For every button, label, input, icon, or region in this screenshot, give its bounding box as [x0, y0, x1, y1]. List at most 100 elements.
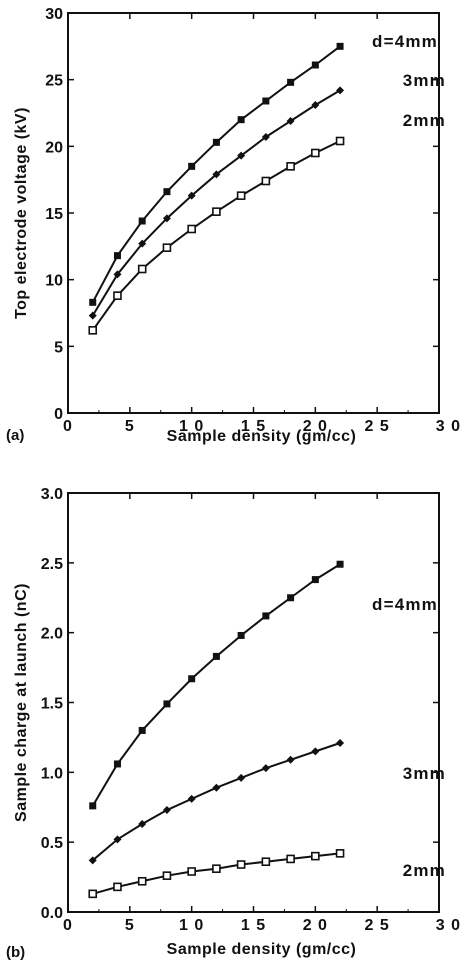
y-tick-label: 2.5 [41, 556, 63, 573]
data-point [138, 726, 146, 734]
series-label: d=4mm [372, 595, 438, 614]
data-point [311, 851, 320, 861]
data-point [188, 162, 196, 170]
x-tick-label: 1 0 [179, 917, 204, 934]
data-point [311, 101, 320, 109]
series-label: 3mm [403, 764, 446, 783]
data-point [286, 117, 295, 125]
data-point [287, 594, 295, 602]
data-point [311, 576, 319, 584]
data-point [212, 652, 220, 660]
data-point [113, 760, 121, 768]
data-point [113, 835, 122, 844]
x-tick-label: 0 [63, 418, 73, 435]
y-tick-label: 1.0 [41, 765, 63, 782]
x-axis-label: Sample density (gm/cc) [167, 941, 357, 958]
series-label: 2mm [403, 111, 446, 130]
y-tick-label: 30 [45, 6, 63, 23]
data-point [287, 78, 295, 86]
y-tick-label: 0.0 [41, 905, 63, 922]
data-point [336, 42, 344, 50]
data-point [137, 264, 147, 274]
x-tick-label: 2 0 [303, 418, 328, 435]
data-point [212, 138, 220, 146]
data-point [88, 856, 97, 865]
y-tick-label: 15 [45, 206, 63, 223]
x-tick-label: 3 0 [436, 418, 461, 435]
data-point [236, 860, 246, 869]
series-line [91, 563, 341, 807]
data-point [286, 854, 295, 864]
data-point [261, 764, 270, 773]
y-tick-label: 10 [45, 273, 63, 290]
x-tick-label: 1 0 [179, 418, 204, 435]
data-point [335, 136, 345, 146]
series-label: 3mm [403, 71, 446, 90]
data-point [187, 867, 196, 876]
x-tick-label: 5 [125, 418, 135, 435]
y-tick-label: 2.0 [41, 626, 63, 643]
x-tick-label: 2 5 [365, 917, 390, 934]
data-point [286, 755, 295, 764]
plot-frame [67, 12, 440, 414]
data-point [113, 882, 122, 892]
data-point [237, 151, 246, 160]
data-point [311, 747, 320, 756]
data-point [237, 116, 245, 124]
x-tick-label: 1 5 [241, 917, 266, 934]
data-point [138, 239, 147, 248]
data-point [286, 162, 295, 171]
data-point [163, 188, 171, 196]
x-tick-label: 1 5 [241, 418, 266, 435]
data-point [237, 773, 246, 782]
panel-label: (b) [6, 944, 25, 961]
x-tick-label: 0 [63, 917, 73, 934]
series-line [92, 852, 341, 895]
y-tick-label: 0 [54, 406, 63, 423]
data-point [88, 311, 97, 320]
data-point [88, 889, 98, 899]
data-point [212, 864, 221, 874]
data-point [212, 170, 221, 179]
y-axis-label: Top electrode voltage (kV) [13, 107, 30, 319]
data-point [162, 243, 172, 252]
data-point [335, 849, 345, 858]
y-tick-label: 5 [54, 339, 63, 356]
data-point [311, 61, 319, 69]
y-tick-label: 25 [45, 73, 63, 90]
series-line [91, 140, 341, 331]
data-point [212, 207, 221, 216]
data-point [138, 820, 147, 829]
data-point [188, 675, 196, 683]
series-line [92, 742, 341, 862]
x-tick-label: 5 [125, 917, 135, 934]
data-point [336, 560, 344, 568]
data-point [113, 270, 122, 279]
data-point [336, 739, 345, 748]
series-label: 2mm [403, 861, 446, 880]
data-point [187, 224, 196, 234]
data-point [88, 326, 98, 335]
data-point [162, 806, 171, 815]
data-point [162, 214, 171, 223]
data-point [89, 802, 97, 810]
y-axis-label: Sample charge at launch (nC) [13, 583, 30, 822]
data-point [187, 191, 196, 200]
data-point [137, 876, 147, 886]
data-point [162, 871, 172, 880]
data-point [262, 97, 270, 105]
data-point [261, 176, 271, 186]
x-tick-label: 3 0 [436, 917, 461, 934]
x-tick-label: 2 5 [365, 418, 390, 435]
series-label: d=4mm [372, 32, 438, 51]
data-point [261, 133, 270, 141]
data-point [237, 631, 245, 639]
data-point [261, 857, 271, 867]
data-point [311, 148, 320, 158]
y-tick-label: 20 [45, 139, 63, 156]
data-point [113, 291, 122, 300]
data-point [262, 612, 270, 620]
panel-label: (a) [6, 427, 24, 444]
